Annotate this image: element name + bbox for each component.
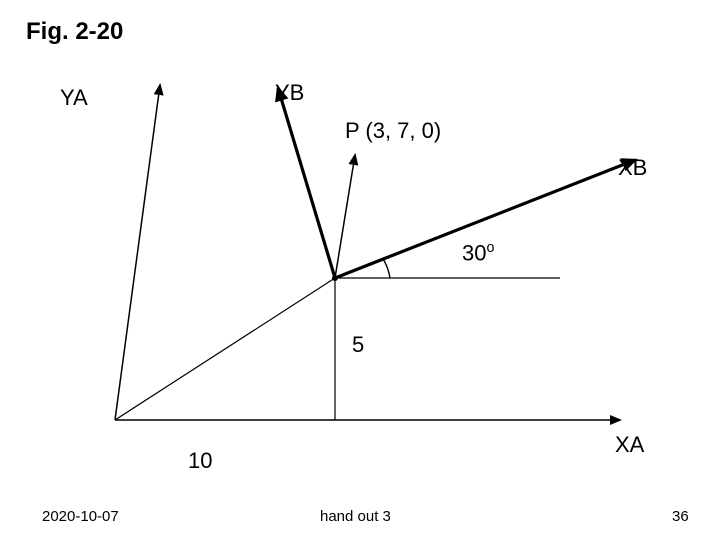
- label-ya: YA: [60, 85, 88, 111]
- origin-b-dot: [332, 275, 338, 281]
- ya-axis: [115, 85, 160, 420]
- diagram-svg: [0, 0, 720, 540]
- footer-center: hand out 3: [320, 508, 391, 525]
- diag-a-to-b: [115, 278, 335, 420]
- yb-axis: [278, 88, 335, 278]
- footer-page: 36: [672, 508, 689, 525]
- label-xa: XA: [615, 432, 644, 458]
- label-yb: YB: [275, 80, 304, 106]
- label-angle: 30o: [462, 240, 494, 266]
- angle-arc: [383, 258, 390, 278]
- footer-date: 2020-10-07: [42, 508, 119, 525]
- label-xb: XB: [618, 155, 647, 181]
- label-p: P (3, 7, 0): [345, 118, 441, 144]
- label-offset-x: 10: [188, 448, 212, 474]
- p-vector: [335, 155, 355, 278]
- label-offset-y: 5: [352, 332, 364, 358]
